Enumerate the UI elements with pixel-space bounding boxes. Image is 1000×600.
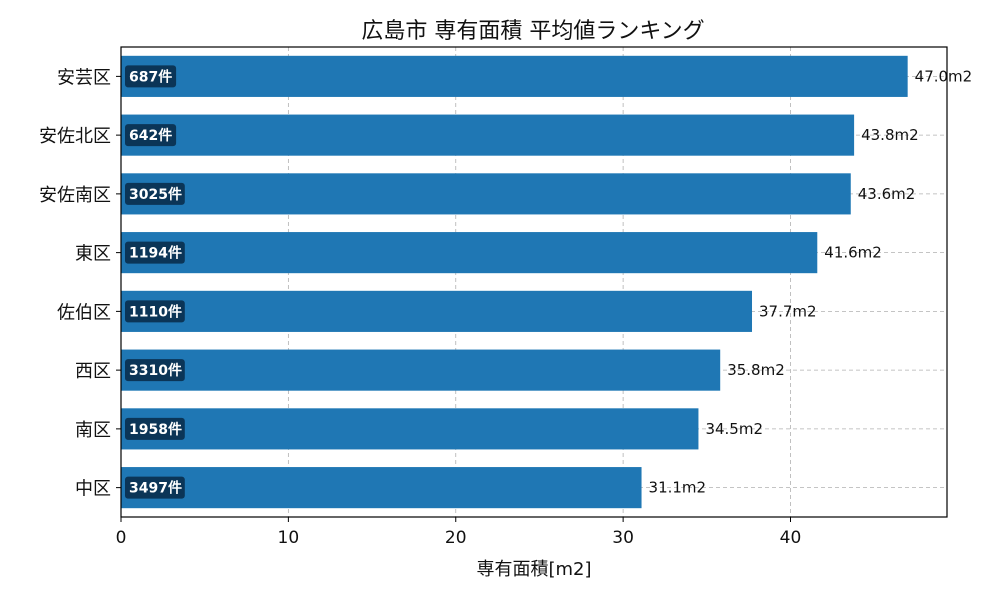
count-badge: [125, 417, 185, 440]
y-tick-label: 西区: [75, 361, 111, 382]
bar-value-label: 43.8m2: [861, 126, 919, 144]
count-badge: [125, 300, 185, 323]
count-badge: [125, 65, 177, 88]
x-tick-label: 20: [445, 528, 467, 548]
count-label: 1110件: [129, 303, 182, 320]
bar: [121, 467, 642, 509]
y-tick-label: 東区: [75, 244, 111, 265]
x-tick-label: 40: [780, 528, 802, 548]
bars: 47.0m2 687件 43.8m2 642件 43.6m2 3025件 41.6m2 119…: [121, 55, 973, 509]
x-tick-labels: 0 10 20 30 40: [116, 517, 802, 548]
bar-value-label: 37.7m2: [759, 302, 817, 320]
bar: [121, 349, 721, 391]
x-tick-label: 30: [612, 528, 634, 548]
y-tick-label: 安芸区: [57, 67, 111, 88]
bar: [121, 173, 851, 215]
bar: [121, 232, 818, 274]
x-tick-label: 10: [278, 528, 300, 548]
count-label: 642件: [129, 127, 172, 144]
x-axis-label: 専有面積[m2]: [476, 559, 591, 580]
count-label: 3497件: [129, 480, 182, 497]
count-label: 3310件: [129, 362, 182, 379]
count-label: 1958件: [129, 421, 182, 438]
x-tick-label: 0: [116, 528, 127, 548]
bar-value-label: 31.1m2: [649, 479, 707, 497]
y-tick-label: 中区: [75, 479, 111, 500]
bar-value-label: 43.6m2: [858, 185, 916, 203]
count-badge: [125, 241, 185, 264]
count-badge: [125, 124, 177, 147]
bar-value-label: 47.0m2: [915, 67, 973, 85]
bar: [121, 55, 908, 97]
bar: [121, 290, 753, 332]
bar-value-label: 41.6m2: [824, 244, 882, 262]
plot-frame: [120, 46, 948, 518]
y-tick-label: 南区: [75, 420, 111, 441]
bar: [121, 408, 699, 450]
y-tick-label: 安佐北区: [39, 126, 111, 147]
count-badge: [125, 476, 185, 499]
y-tick-label: 佐伯区: [57, 302, 111, 323]
bar-value-label: 34.5m2: [705, 420, 763, 438]
count-label: 1194件: [129, 245, 182, 262]
count-badge: [125, 182, 185, 205]
y-tick-label: 安佐南区: [39, 185, 111, 206]
count-badge: [125, 359, 185, 382]
chart-title: 広島市 専有面積 平均値ランキング: [361, 19, 704, 44]
count-label: 687件: [129, 68, 172, 85]
bar: [121, 114, 855, 156]
bar-value-label: 35.8m2: [727, 361, 785, 379]
count-label: 3025件: [129, 186, 182, 203]
